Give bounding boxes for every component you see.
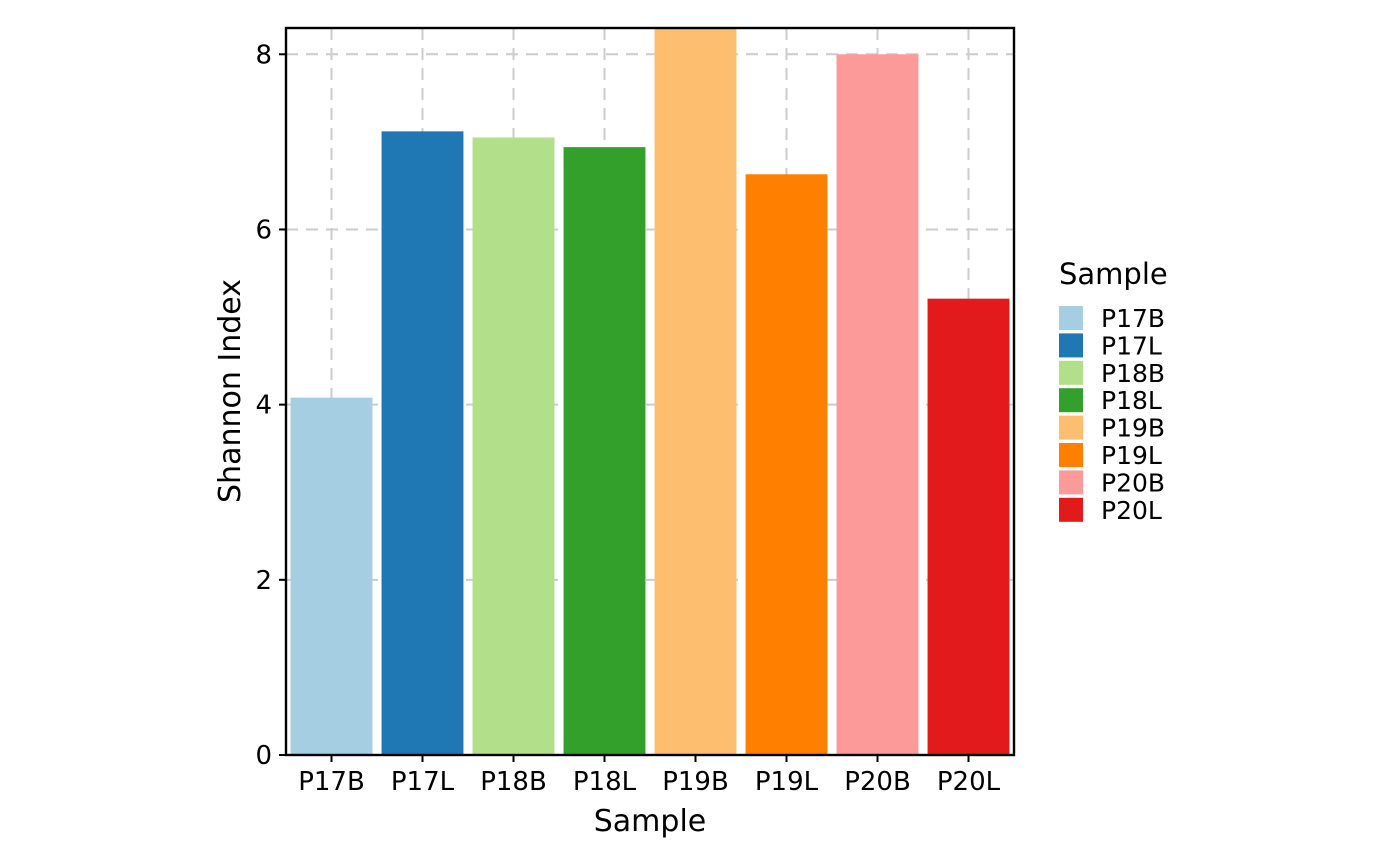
- x-tick-label: P18L: [573, 767, 637, 797]
- bars: [290, 28, 1010, 756]
- legend-key-p17l: [1059, 333, 1083, 358]
- y-axis-ticks: 0 2 4 6 8: [255, 40, 286, 771]
- bar-p19b: [654, 28, 737, 755]
- y-axis-title: Shannon Index: [213, 279, 248, 503]
- legend-key-p18l: [1059, 388, 1083, 413]
- legend-label: P19B: [1101, 414, 1165, 443]
- legend-key-p20b: [1059, 470, 1083, 495]
- x-tick-label: P17L: [391, 767, 455, 797]
- bar-p17b: [290, 397, 373, 755]
- legend-label: P17B: [1101, 304, 1165, 333]
- bar-p19l: [745, 174, 828, 756]
- legend-label: P20B: [1101, 468, 1165, 497]
- bar-p20b: [836, 54, 919, 756]
- x-axis-ticks: P17B P17L P18B P18L P19B P19L P20B P20L: [298, 755, 1001, 797]
- legend-label: P20L: [1101, 496, 1162, 525]
- bar-p18b: [472, 137, 555, 756]
- legend-key-p19l: [1059, 443, 1083, 467]
- x-tick-label: P20B: [844, 767, 911, 797]
- legend-label: P17L: [1101, 331, 1162, 360]
- legend-key-p18b: [1059, 360, 1083, 385]
- y-tick-label: 6: [255, 215, 272, 245]
- bar-p17l: [381, 131, 464, 755]
- legend-label: P19L: [1101, 441, 1162, 470]
- y-tick-label: 0: [255, 741, 272, 771]
- bar-p20l: [927, 298, 1010, 755]
- legend-key-p17b: [1059, 306, 1083, 330]
- legend-key-p20l: [1059, 497, 1083, 522]
- bar-p18l: [563, 147, 646, 755]
- y-tick-label: 8: [255, 40, 272, 70]
- plot-panel-border: [284, 26, 1016, 757]
- x-tick-label: P20L: [937, 767, 1001, 797]
- x-axis-title: Sample: [594, 804, 707, 839]
- legend-title: Sample: [1059, 257, 1168, 291]
- x-tick-label: P19L: [755, 767, 819, 797]
- x-tick-label: P19B: [662, 767, 729, 797]
- legend-label: P18L: [1101, 386, 1162, 415]
- legend-label: P18B: [1101, 359, 1165, 388]
- y-tick-label: 4: [255, 391, 272, 421]
- legend-key-p19b: [1059, 415, 1083, 440]
- y-tick-label: 2: [255, 566, 272, 596]
- x-tick-label: P18B: [480, 767, 547, 797]
- x-tick-label: P17B: [298, 767, 365, 797]
